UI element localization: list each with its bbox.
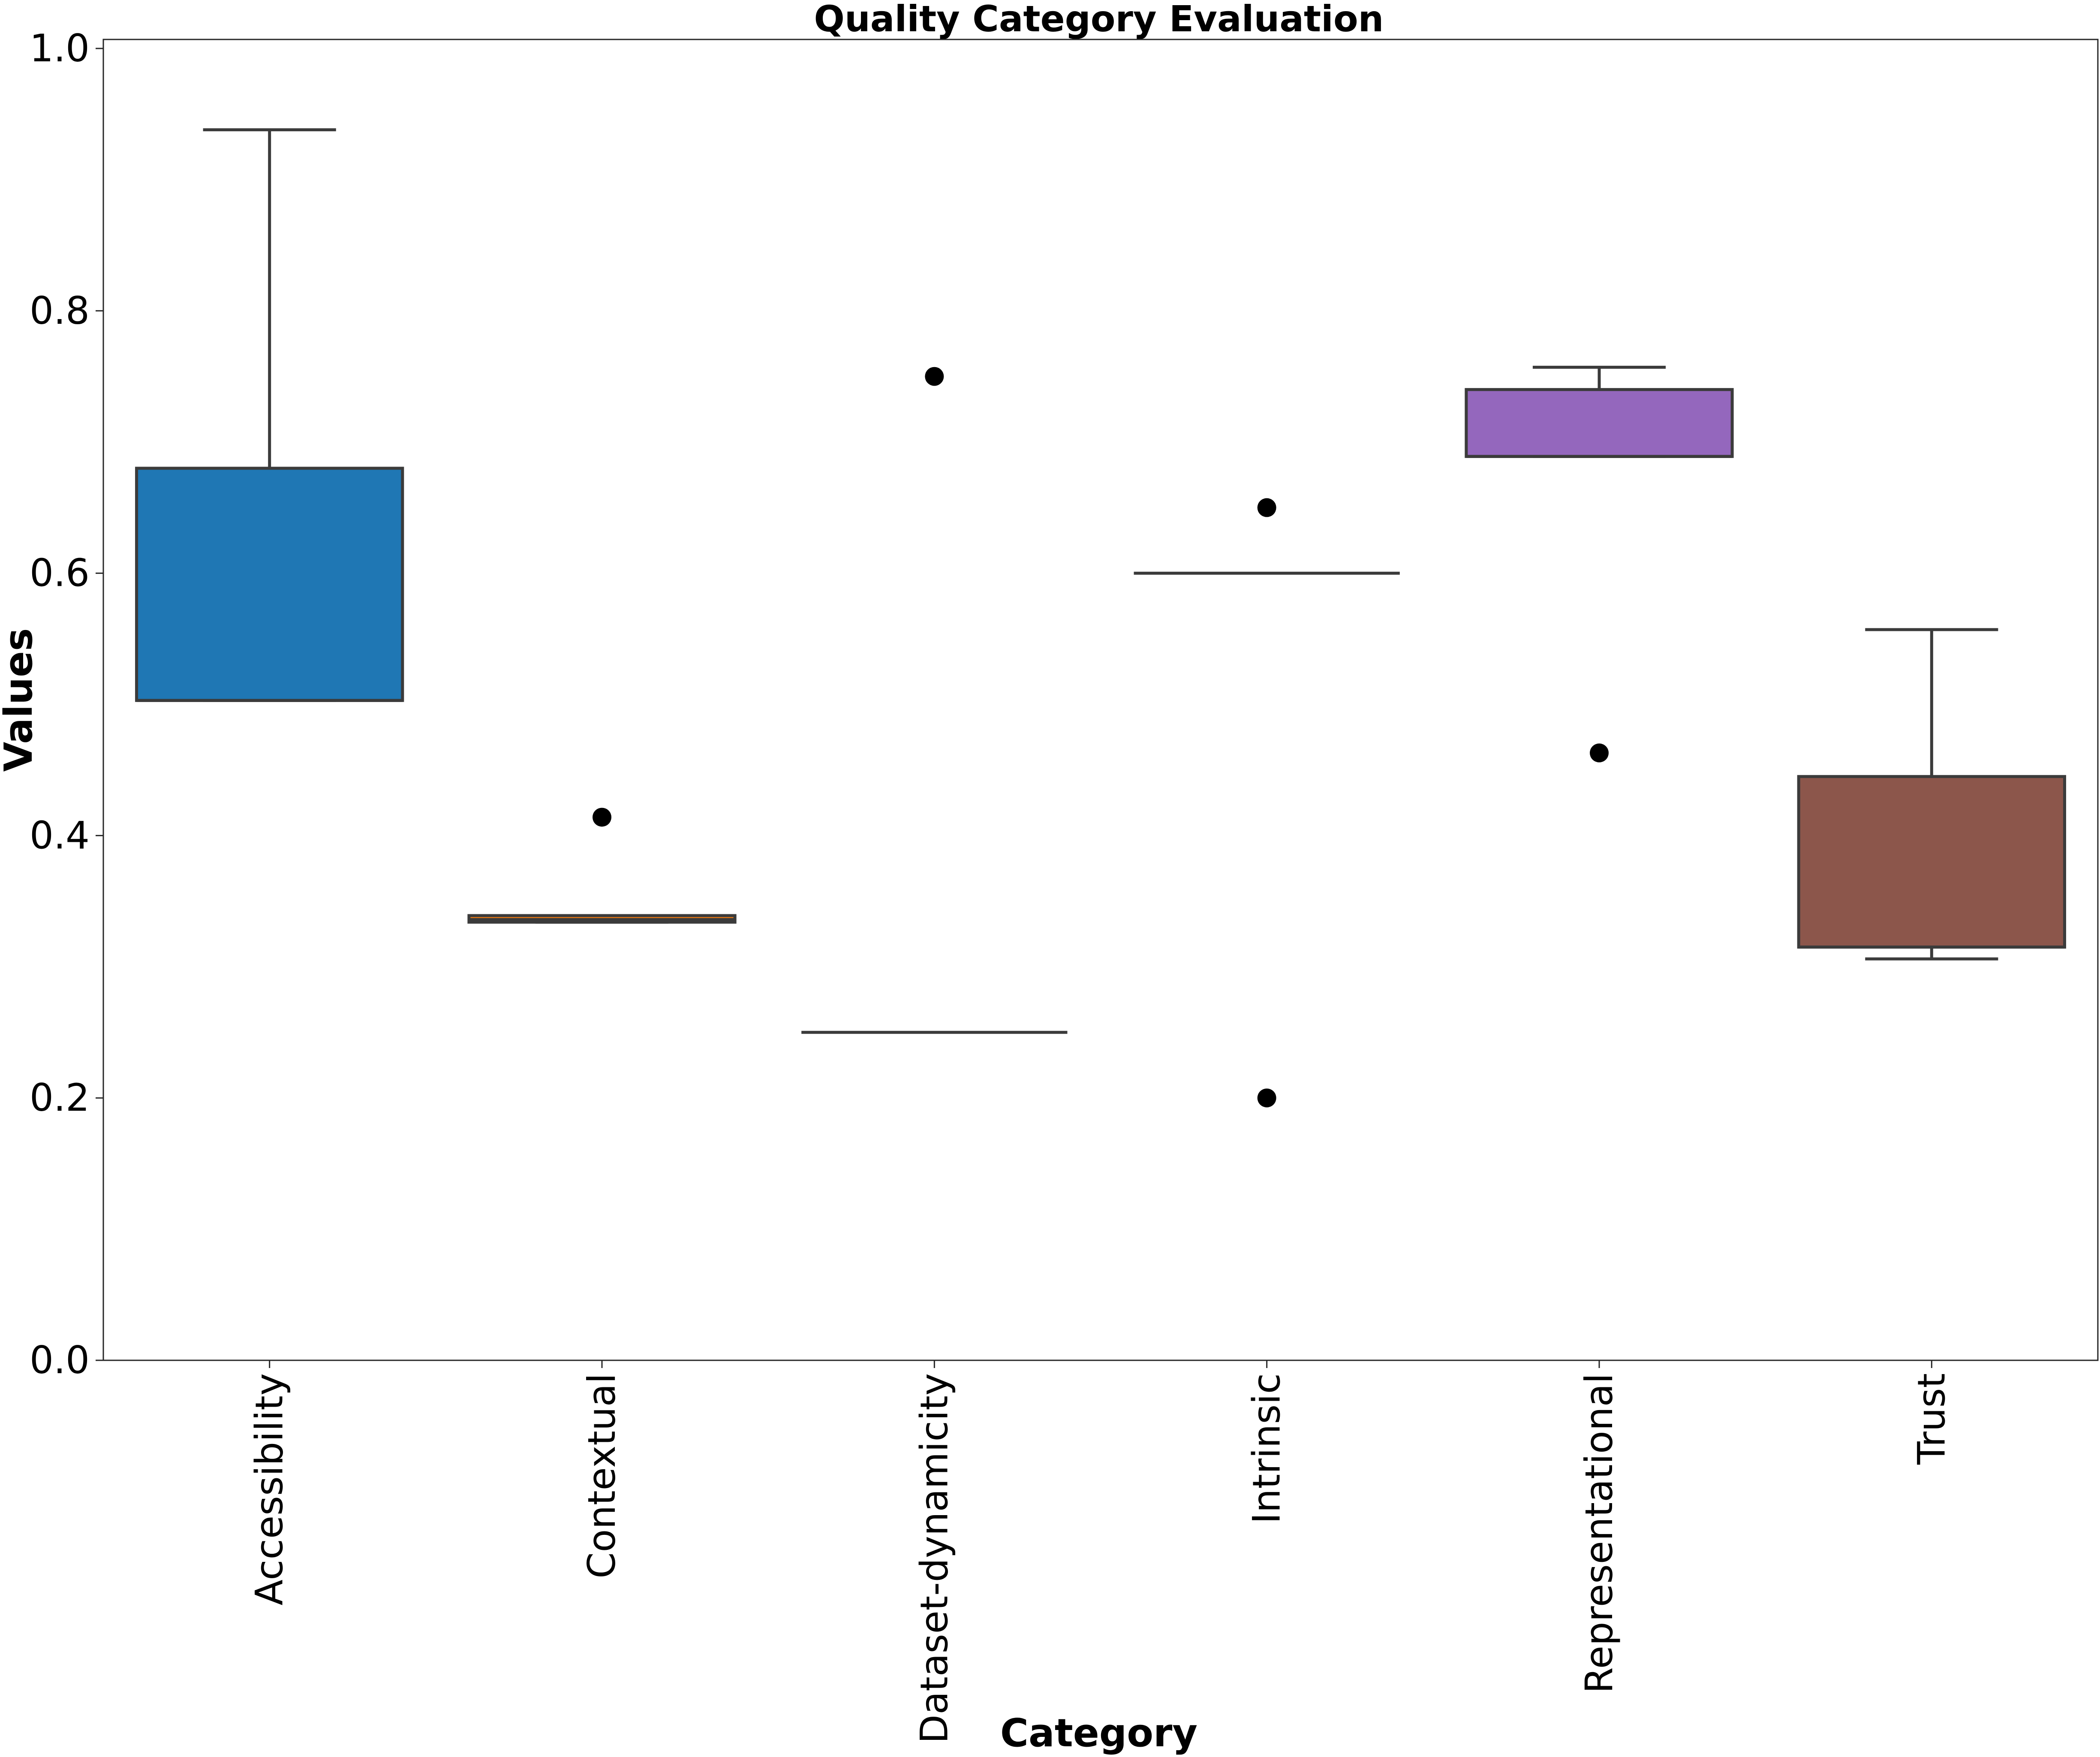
plot-area-frame [102,39,2099,1361]
box-representational [1465,365,1734,762]
y-axis: 0.0 0.2 0.4 0.6 0.8 1.0 [30,26,103,1382]
outlier-point [925,367,944,386]
x-tick-label: Dataset-dynamicity [912,1373,956,1744]
x-tick-label: Accessibility [247,1373,292,1606]
outlier-point [1257,498,1276,517]
y-tick-label: 0.4 [30,813,90,857]
iqr-box [135,467,404,702]
chart-title: Quality Category Evaluation [814,0,1384,40]
y-tick-label: 0.6 [30,551,90,595]
box-intrinsic [1134,498,1400,1108]
y-axis-label: Values [0,628,41,772]
boxes-group [135,128,2066,1108]
x-tick-label: Intrinsic [1245,1373,1289,1524]
y-tick-label: 1.0 [30,26,90,70]
box-accessibility [135,128,404,702]
y-tick-label: 0.8 [30,289,90,333]
box-contextual [467,808,737,924]
iqr-box [1465,388,1734,458]
x-tick-label: Representational [1577,1373,1621,1694]
outlier-point [593,808,611,827]
y-tick-label: 0.0 [30,1338,90,1382]
outlier-point [1590,743,1609,762]
iqr-box [1797,775,2066,949]
x-tick-label: Contextual [580,1373,624,1579]
outlier-point [1257,1088,1276,1108]
x-tick-label: Trust [1909,1373,1953,1465]
box-dataset-dynamicity [801,367,1068,1034]
x-axis: Accessibility Contextual Dataset-dynamicit… [247,1360,1953,1744]
box-trust [1797,628,2066,961]
x-axis-label: Category [1000,1711,1197,1756]
y-tick-label: 0.2 [30,1076,90,1120]
